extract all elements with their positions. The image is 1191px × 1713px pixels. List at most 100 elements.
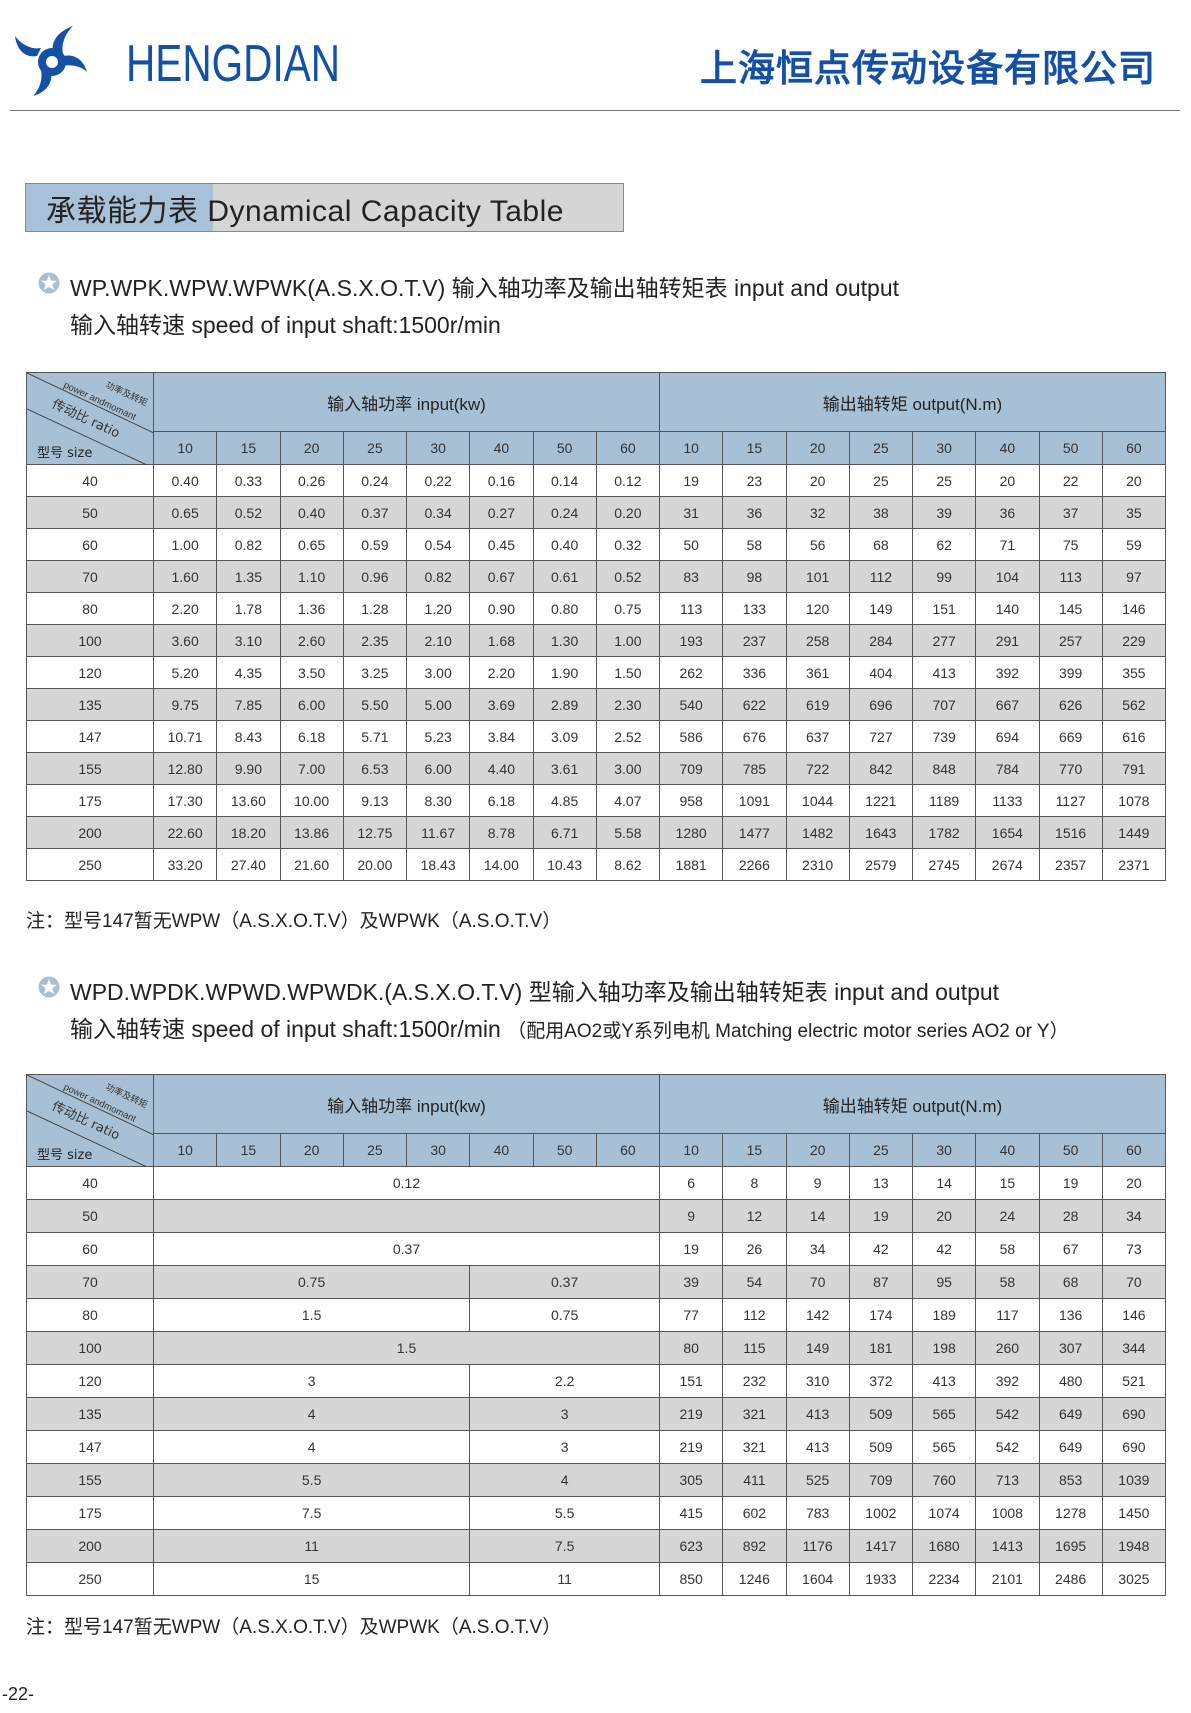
input-power-cell: 0.82	[216, 528, 281, 561]
input-power-cell: 5.23	[405, 720, 471, 753]
output-torque-cell: 392	[975, 656, 1040, 689]
input-power-cell: 0.32	[595, 528, 661, 561]
page-number: -22-	[2, 1684, 35, 1704]
output-torque-cell: 146	[1101, 592, 1167, 625]
input-power-cell: 1.68	[469, 624, 534, 657]
size-cell: 50	[26, 1199, 154, 1233]
size-cell: 120	[26, 656, 154, 689]
size-cell: 250	[26, 1562, 154, 1596]
output-torque-cell: 113	[658, 592, 724, 625]
size-cell: 175	[26, 784, 154, 817]
table-row: 250 15 11 850 1246 1604 1933 2234 2101 2486 3025	[26, 1562, 1167, 1596]
ratio-header-cell: 10	[658, 431, 724, 465]
output-torque-cell: 565	[911, 1397, 977, 1431]
size-cell: 40	[26, 1166, 154, 1200]
output-torque-cell: 133	[722, 592, 787, 625]
output-torque-cell: 193	[658, 624, 724, 657]
output-torque-cell: 22	[1038, 464, 1103, 497]
input-power-cell: 27.40	[216, 848, 281, 881]
output-torque-cell: 219	[658, 1430, 724, 1464]
output-torque-cell: 112	[848, 560, 914, 593]
ratio-header-cell: 20	[279, 1133, 344, 1167]
size-cell: 155	[26, 1463, 154, 1497]
input-power-cell: 9.90	[216, 752, 281, 785]
output-torque-cell: 13	[848, 1166, 914, 1200]
output-torque-cell: 62	[911, 528, 977, 561]
input-power-cell: 3.69	[469, 688, 534, 721]
ratio-header-cell: 20	[785, 431, 850, 465]
output-torque-cell: 58	[722, 528, 787, 561]
header-divider	[10, 110, 1180, 111]
output-torque-cell: 229	[1101, 624, 1167, 657]
output-torque-cell: 404	[848, 656, 914, 689]
output-torque-cell: 25	[848, 464, 914, 497]
output-torque-cell: 2101	[975, 1562, 1040, 1596]
output-torque-cell: 14	[911, 1166, 977, 1200]
table-row: 80 1.5 0.75 77 112 142 174 189 117 136 146	[26, 1298, 1167, 1332]
output-torque-cell: 1933	[848, 1562, 914, 1596]
input-power-cell: 1.30	[532, 624, 597, 657]
capacity-table-2: 功率及转矩 power andmomant 传动比 ratio 型号 size 输入轴功…	[26, 1074, 1167, 1596]
input-power-cell: 7.85	[216, 688, 281, 721]
output-torque-cell: 399	[1038, 656, 1103, 689]
size-cell: 120	[26, 1364, 154, 1398]
output-torque-cell: 35	[1101, 496, 1167, 529]
output-torque-cell: 23	[722, 464, 787, 497]
table-row: 175 17.30 13.60 10.00 9.13 8.30 6.18 4.85 4.07 95…	[26, 784, 1167, 817]
output-torque-cell: 709	[658, 752, 724, 785]
output-torque-cell: 785	[722, 752, 787, 785]
input-power-cell: 1.10	[279, 560, 344, 593]
output-torque-cell: 36	[722, 496, 787, 529]
output-torque-cell: 344	[1101, 1331, 1167, 1365]
output-torque-cell: 56	[785, 528, 850, 561]
output-torque-cell: 28	[1038, 1199, 1103, 1233]
output-torque-cell: 19	[1038, 1166, 1103, 1200]
output-torque-cell: 117	[975, 1298, 1040, 1332]
input-power-cell: 0.34	[405, 496, 471, 529]
output-torque-cell: 1176	[785, 1529, 850, 1563]
output-torque-cell: 37	[1038, 496, 1103, 529]
input-power-cell: 9.13	[342, 784, 408, 817]
ratio-header-cell: 25	[342, 1133, 408, 1167]
input-power-cell: 12.75	[342, 816, 408, 849]
output-torque-cell: 257	[1038, 624, 1103, 657]
input-power-cell: 2.60	[279, 624, 344, 657]
output-torque-cell: 321	[722, 1430, 787, 1464]
output-torque-cell: 727	[848, 720, 914, 753]
output-torque-cell: 722	[785, 752, 850, 785]
table-row: 120 5.20 4.35 3.50 3.25 3.00 2.20 1.90 1.50 262 33…	[26, 656, 1167, 689]
input-power-cell: 3.25	[342, 656, 408, 689]
output-torque-cell: 19	[658, 1232, 724, 1266]
ratio-header-cell: 15	[216, 1133, 281, 1167]
output-torque-cell: 2486	[1038, 1562, 1103, 1596]
output-torque-cell: 848	[911, 752, 977, 785]
output-torque-cell: 42	[911, 1232, 977, 1266]
output-torque-cell: 31	[658, 496, 724, 529]
table-row: 50 0.65 0.52 0.40 0.37 0.34 0.27 0.24 0.20 31 36 32…	[26, 496, 1167, 529]
output-torque-cell: 39	[658, 1265, 724, 1299]
input-power-cell: 2.20	[152, 592, 218, 625]
input-power-cell: 10.71	[152, 720, 218, 753]
output-torque-cell: 9	[785, 1166, 850, 1200]
input-power-cell: 11.67	[405, 816, 471, 849]
capacity-table-1: 功率及转矩 power andmomant 传动比 ratio 型号 size 输入轴功…	[26, 372, 1167, 881]
ratio-header-cell: 15	[722, 431, 787, 465]
output-torque-cell: 120	[785, 592, 850, 625]
size-cell: 50	[26, 496, 154, 529]
table-row: 155 5.5 4 305 411 525 709 760 713 853 1039	[26, 1463, 1167, 1497]
output-torque-cell: 1278	[1038, 1496, 1103, 1530]
ratio-header-cell: 50	[532, 1133, 597, 1167]
output-torque-cell: 413	[785, 1430, 850, 1464]
input-power-cell: 1.5	[153, 1331, 660, 1365]
output-torque-cell: 136	[1038, 1298, 1103, 1332]
output-torque-cell: 1477	[722, 816, 787, 849]
ratio-header-cell: 10	[152, 431, 218, 465]
output-torque-cell: 562	[1101, 688, 1167, 721]
output-torque-cell: 413	[785, 1397, 850, 1431]
input-power-cell: 0.37	[469, 1265, 660, 1299]
input-power-cell: 3.00	[405, 656, 471, 689]
input-power-cell: 5.00	[405, 688, 471, 721]
output-torque-cell: 690	[1101, 1430, 1167, 1464]
input-power-cell: 5.50	[342, 688, 408, 721]
corner-header-cell: 功率及转矩 power andmomant 传动比 ratio 型号 size	[26, 1074, 154, 1167]
